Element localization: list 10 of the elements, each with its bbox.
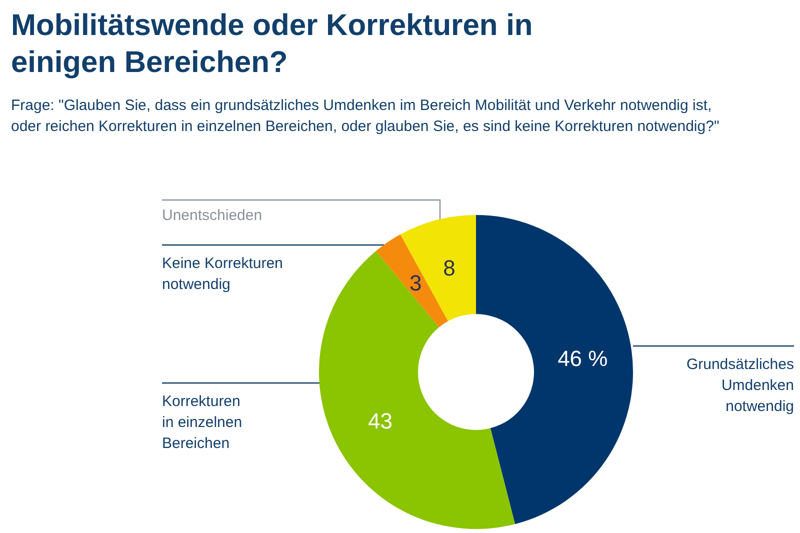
data-label: 43 <box>368 408 392 434</box>
chart-title: Mobilitätswende oder Korrekturen in einigen Bereichen? <box>11 9 533 79</box>
slice-label: Korrekturen in einzelnen Bereichen <box>162 393 242 452</box>
slice-label: Unentschieden <box>162 207 262 224</box>
slice-label: Keine Korrekturen notwendig <box>162 255 283 293</box>
data-label: 3 <box>409 270 422 296</box>
data-label: 8 <box>443 255 456 280</box>
data-label: 46 % <box>558 346 608 372</box>
chart-subtitle: Frage: "Glauben Sie, dass ein grundsätzliches Umdenken im Bereich Mobilität und Verkehr notwendig ist, oder reichen Korrekturen in einzelnen Bereichen, oder glauben Sie, es sind keine Korrekturen notwendig?" <box>11 97 720 135</box>
slice-label: Grundsätzliches Umdenken notwendig <box>686 356 794 415</box>
